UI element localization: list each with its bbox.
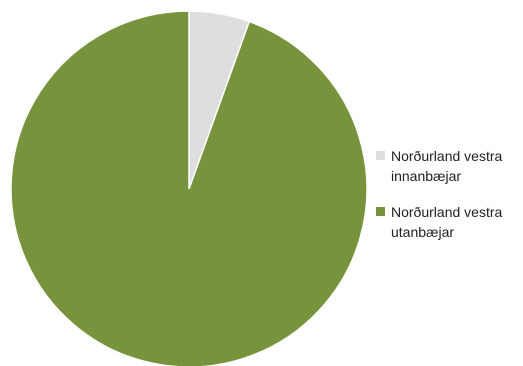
legend-label-line1: Norðurland vestra — [391, 146, 502, 166]
pie-slice-utanbaejar — [11, 11, 367, 366]
legend-swatch-utanbaejar — [376, 207, 385, 216]
legend-label-line1: Norðurland vestra — [391, 202, 502, 222]
legend-item-innanbaejar: Norðurland vestra innanbæjar — [376, 146, 523, 186]
legend-label-utanbaejar: Norðurland vestra utanbæjar — [391, 202, 502, 242]
legend-label-innanbaejar: Norðurland vestra innanbæjar — [391, 146, 502, 186]
legend-swatch-innanbaejar — [376, 151, 385, 160]
legend-label-line2: utanbæjar — [391, 222, 502, 242]
chart-legend: Norðurland vestra innanbæjar Norðurland … — [376, 146, 523, 258]
pie-slices — [11, 11, 367, 366]
legend-item-utanbaejar: Norðurland vestra utanbæjar — [376, 202, 523, 242]
legend-label-line2: innanbæjar — [391, 166, 502, 186]
